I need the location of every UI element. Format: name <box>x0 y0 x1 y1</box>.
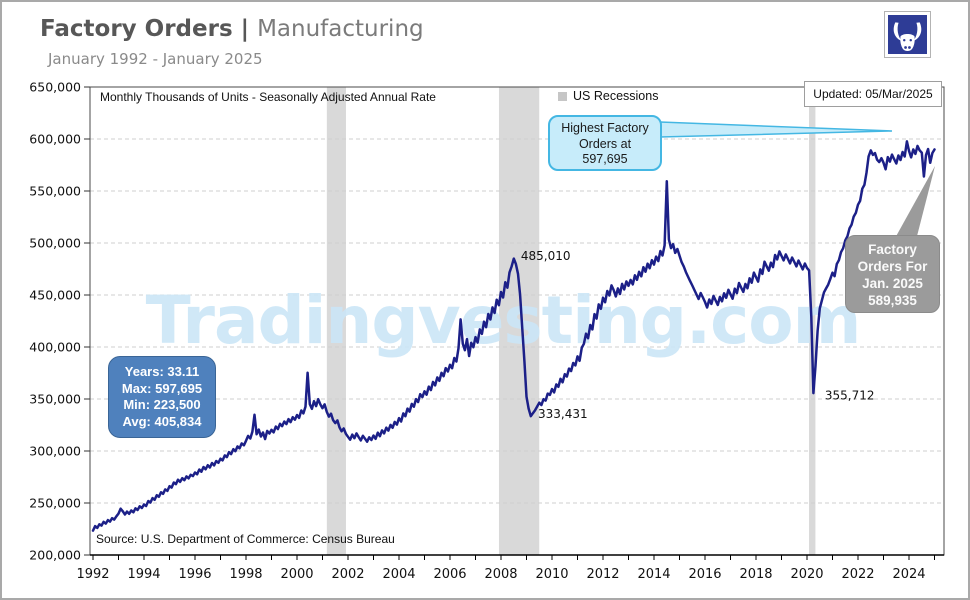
x-axis-label: 1992 <box>76 567 109 582</box>
x-axis-label: 1998 <box>229 567 262 582</box>
x-axis-label: 2004 <box>382 567 415 582</box>
stats-box: Years: 33.11 Max: 597,695 Min: 223,500 A… <box>108 356 216 438</box>
page-title-bold: Factory Orders | <box>40 16 250 42</box>
x-axis-label: 2012 <box>586 567 619 582</box>
updated-badge: Updated: 05/Mar/2025 <box>804 81 942 107</box>
stats-min: Min: 223,500 <box>123 397 201 412</box>
stats-avg: Avg: 405,834 <box>122 413 202 429</box>
brand-logo[interactable] <box>884 11 931 58</box>
y-axis-label: 200,000 <box>29 548 81 563</box>
y-axis-label: 600,000 <box>29 132 81 147</box>
latest-callout-line4: 589,935 <box>868 293 917 308</box>
highest-callout-line2: Orders at <box>578 136 632 151</box>
stats-max: Max: 597,695 <box>121 380 203 396</box>
y-axis-label: 250,000 <box>29 496 81 511</box>
x-axis-label: 2014 <box>637 567 670 582</box>
legend: US Recessions <box>558 89 658 103</box>
recession-legend-swatch <box>558 91 567 101</box>
highest-orders-callout: Highest Factory Orders at 597,695 <box>548 115 662 171</box>
recession-band <box>326 87 346 555</box>
latest-callout-tail <box>894 166 935 240</box>
x-axis-label: 1994 <box>127 567 160 582</box>
x-axis-label: 2024 <box>892 567 925 582</box>
y-axis-label: 500,000 <box>29 236 81 251</box>
units-label: Monthly Thousands of Units - Seasonally … <box>100 90 436 104</box>
annotation-label: 355,712 <box>825 389 875 403</box>
x-axis-label: 1996 <box>178 567 211 582</box>
x-axis-label: 2008 <box>484 567 517 582</box>
annotation-label: 485,010 <box>521 249 571 263</box>
latest-callout-line2: Orders For <box>857 259 928 274</box>
latest-callout-line3: Jan. 2025 <box>862 276 923 291</box>
x-axis-label: 2002 <box>331 567 364 582</box>
y-axis-label: 350,000 <box>29 392 81 407</box>
source-label: Source: U.S. Department of Commerce: Cen… <box>96 532 395 546</box>
x-axis-label: 2018 <box>739 567 772 582</box>
x-axis-label: 2020 <box>790 567 823 582</box>
y-axis-label: 400,000 <box>29 340 81 355</box>
x-axis-label: 2022 <box>841 567 874 582</box>
recession-legend-label: US Recessions <box>573 89 659 103</box>
x-axis-label: 2006 <box>433 567 466 582</box>
data-line <box>91 140 936 532</box>
latest-orders-callout: Factory Orders For Jan. 2025 589,935 <box>845 235 940 313</box>
y-axis-label: 450,000 <box>29 288 81 303</box>
page-title: Factory Orders | Manufacturing <box>40 16 424 42</box>
stats-years: Years: 33.11 <box>124 364 200 379</box>
highest-callout-tail <box>659 121 893 138</box>
latest-callout-line1: Factory <box>868 242 917 257</box>
recession-band <box>498 87 540 555</box>
bull-icon <box>888 15 927 54</box>
highest-callout-line1: Highest Factory <box>561 121 649 135</box>
page-subtitle: January 1992 - January 2025 <box>48 50 263 68</box>
y-axis-label: 550,000 <box>29 184 81 199</box>
y-axis-label: 650,000 <box>29 80 81 95</box>
annotation-label: 333,431 <box>538 407 588 421</box>
x-axis-label: 2016 <box>688 567 721 582</box>
x-axis-label: 2010 <box>535 567 568 582</box>
x-axis-label: 2000 <box>280 567 313 582</box>
page-title-light: Manufacturing <box>257 16 424 42</box>
y-axis-label: 300,000 <box>29 444 81 459</box>
highest-callout-line3: 597,695 <box>582 152 628 166</box>
